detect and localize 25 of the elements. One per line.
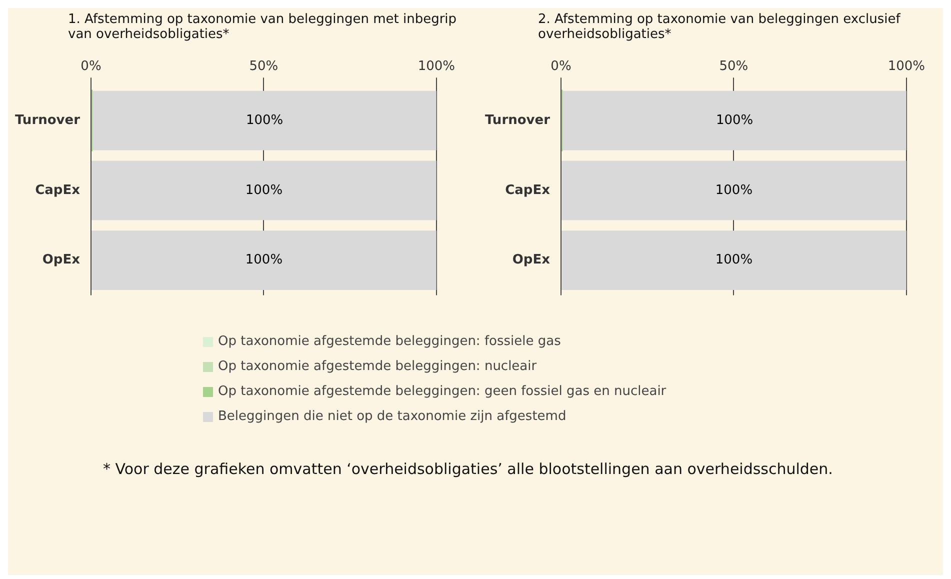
data-label: 100% — [715, 182, 753, 198]
x-tick-label: 0% — [550, 59, 572, 74]
text: * Voor deze grafieken omvatten ‘overheidsobligaties’ alle blootstellingen aan overheidsschulden. — [103, 460, 834, 478]
y-tick-label: CapEx — [35, 182, 81, 198]
data-label: 100% — [245, 182, 283, 198]
chart-title: 1. Afstemming op taxonomie van beleggingen met inbegrip van overheidsobligaties* — [67, 12, 458, 44]
data-label: 100% — [716, 112, 754, 128]
legend-label: Beleggingen die niet op de taxonomie zijn afgestemd — [218, 409, 566, 424]
legend-label: Op taxonomie afgestemde beleggingen: geen fossiel gas en nucleair — [218, 384, 666, 399]
y-tick-label: Turnover — [484, 112, 551, 128]
y-tick-label: CapEx — [505, 182, 551, 198]
legend-label: Op taxonomie afgestemde beleggingen: nucleair — [218, 359, 537, 374]
chart-title: 2. Afstemming op taxonomie van beleggingen exclusief overheidsobligaties* — [537, 12, 902, 44]
data-label: 100% — [715, 252, 753, 268]
y-tick-label: OpEx — [512, 252, 551, 268]
legend-label: Op taxonomie afgestemde beleggingen: fossiele gas — [218, 334, 561, 349]
x-tick-label: 50% — [719, 59, 748, 74]
data-label: 100% — [245, 252, 283, 268]
y-tick-label: Turnover — [14, 112, 81, 128]
x-tick-label: 0% — [80, 59, 102, 74]
y-tick-label: OpEx — [42, 252, 81, 268]
x-tick-label: 50% — [249, 59, 278, 74]
x-tick-label: 100% — [888, 59, 926, 74]
data-label: 100% — [246, 112, 284, 128]
x-tick-label: 100% — [418, 59, 456, 74]
